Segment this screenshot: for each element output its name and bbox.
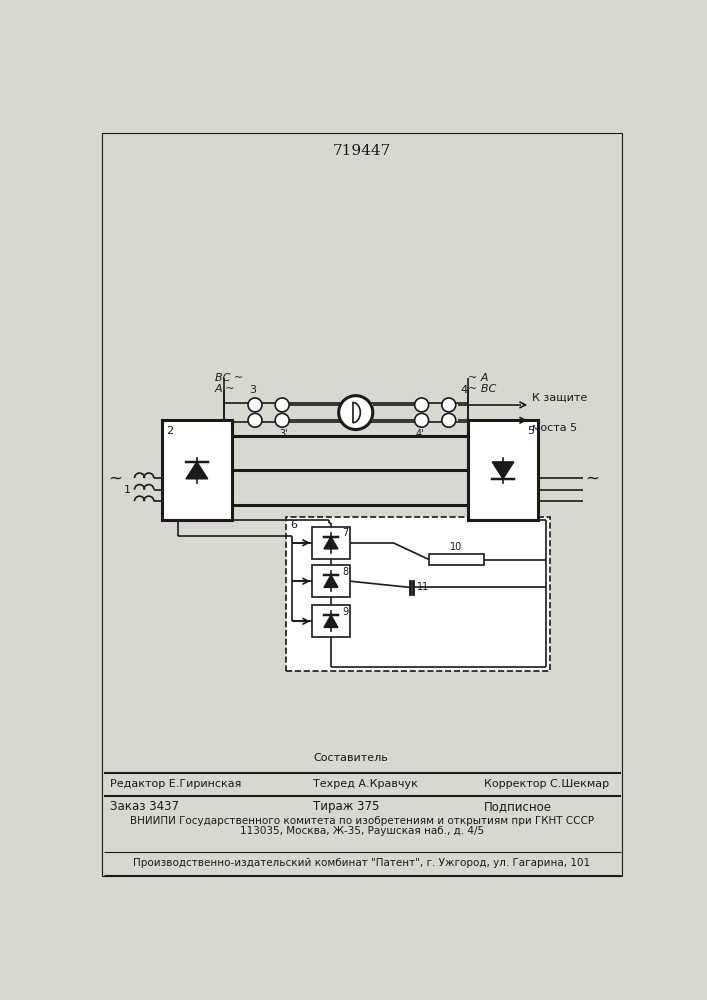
Text: Заказ 3437: Заказ 3437 <box>110 800 179 813</box>
Text: 1: 1 <box>124 485 131 495</box>
Polygon shape <box>492 462 514 479</box>
Bar <box>429 554 484 565</box>
Text: 4': 4' <box>416 429 424 439</box>
Text: 4: 4 <box>460 385 467 395</box>
Text: Подписное: Подписное <box>484 800 551 813</box>
Text: Корректор С.Шекмар: Корректор С.Шекмар <box>484 779 609 789</box>
Text: 8: 8 <box>342 567 348 577</box>
Text: BC ~: BC ~ <box>215 373 243 383</box>
Text: 9: 9 <box>342 607 348 617</box>
Circle shape <box>275 398 289 412</box>
Text: 3': 3' <box>279 429 288 439</box>
Text: 3: 3 <box>249 385 256 395</box>
Circle shape <box>248 398 262 412</box>
Bar <box>162 420 232 520</box>
Text: ~: ~ <box>108 469 122 487</box>
Polygon shape <box>324 537 338 549</box>
Circle shape <box>442 398 456 412</box>
Text: Техред А.Кравчук: Техред А.Кравчук <box>313 779 418 789</box>
Polygon shape <box>324 615 338 627</box>
Text: моста 5: моста 5 <box>532 423 577 433</box>
Circle shape <box>339 396 373 430</box>
Text: ~: ~ <box>585 469 599 487</box>
Text: ВНИИПИ Государственного комитета по изобретениям и открытиям при ГКНТ СССР: ВНИИПИ Государственного комитета по изоб… <box>130 816 594 826</box>
Circle shape <box>442 413 456 427</box>
Text: 719447: 719447 <box>333 144 391 158</box>
Text: 6: 6 <box>290 520 297 530</box>
Text: К защите: К защите <box>532 393 587 403</box>
Bar <box>468 420 538 520</box>
Text: Тираж 375: Тираж 375 <box>313 800 380 813</box>
Text: Редактор Е.Гиринская: Редактор Е.Гиринская <box>110 779 242 789</box>
Text: ~ A: ~ A <box>468 373 489 383</box>
Bar <box>286 517 549 671</box>
Text: 5: 5 <box>527 426 534 436</box>
Text: ~ BC: ~ BC <box>468 384 496 394</box>
Circle shape <box>414 398 428 412</box>
Polygon shape <box>186 462 208 479</box>
Bar <box>312 527 351 559</box>
Circle shape <box>275 413 289 427</box>
Text: Производственно-издательский комбинат "Патент", г. Ужгород, ул. Гагарина, 101: Производственно-издательский комбинат "П… <box>134 858 590 868</box>
Circle shape <box>248 413 262 427</box>
Text: A ~: A ~ <box>215 384 235 394</box>
Bar <box>312 565 351 597</box>
Text: 113035, Москва, Ж-35, Раушская наб., д. 4/5: 113035, Москва, Ж-35, Раушская наб., д. … <box>240 826 484 836</box>
Bar <box>312 605 351 637</box>
Circle shape <box>414 413 428 427</box>
Text: 10: 10 <box>450 542 462 552</box>
Text: 11: 11 <box>417 582 429 592</box>
Text: 2: 2 <box>166 426 173 436</box>
Text: Составитель: Составитель <box>313 753 388 763</box>
Polygon shape <box>324 575 338 587</box>
Text: 7: 7 <box>341 528 348 538</box>
